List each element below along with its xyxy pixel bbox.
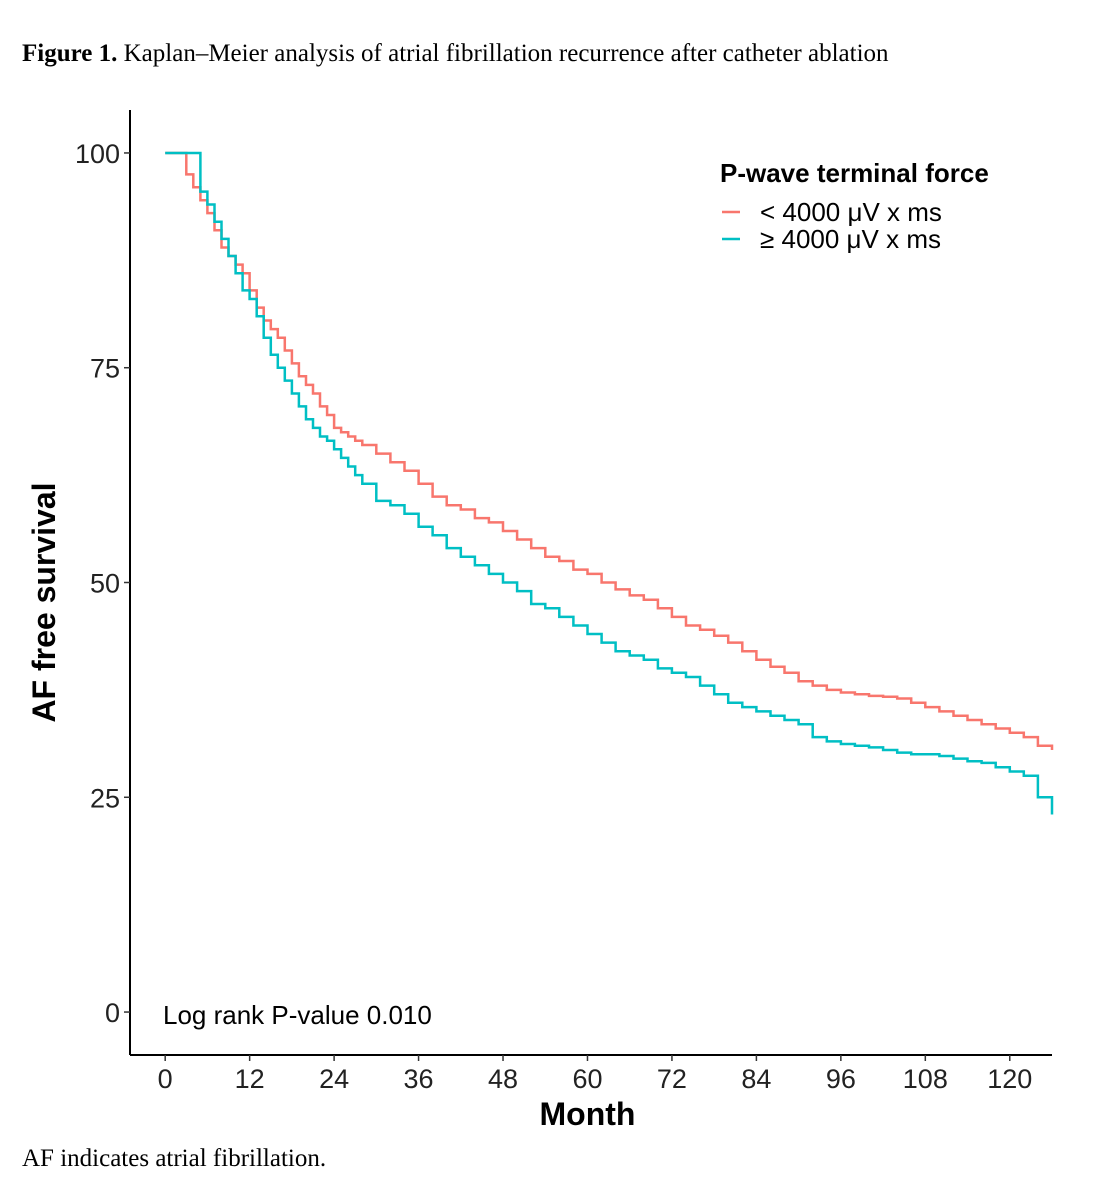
legend: < 4000 μV x ms≥ 4000 μV x ms [722, 197, 942, 254]
figure-caption: Figure 1. Kaplan–Meier analysis of atria… [22, 40, 889, 68]
x-tick-label: 72 [657, 1064, 687, 1094]
legend-title: P-wave terminal force [720, 158, 989, 188]
x-axis-title: Month [540, 1096, 636, 1132]
x-tick-label: 36 [404, 1064, 434, 1094]
y-tick-label: 0 [105, 998, 120, 1028]
y-tick-label: 100 [75, 139, 120, 169]
y-axis-title: AF free survival [26, 482, 62, 722]
y-tick-label: 50 [90, 569, 120, 599]
ticks-layer: 0 25 50 75 100 0 12 24 36 48 60 72 84 96 108 120 [75, 139, 1032, 1094]
x-tick-label: 96 [826, 1064, 856, 1094]
x-tick-label: 12 [235, 1064, 265, 1094]
legend-label-1: < 4000 μV x ms [760, 197, 942, 227]
series-line-2 [165, 151, 1054, 815]
series-line-1 [165, 151, 1054, 750]
footnote: AF indicates atrial fibrillation. [22, 1145, 327, 1172]
y-tick-label: 75 [90, 354, 120, 384]
log-rank-annotation: Log rank P-value 0.010 [163, 1000, 432, 1030]
x-tick-label: 120 [987, 1064, 1032, 1094]
x-tick-label: 0 [158, 1064, 173, 1094]
x-tick-label: 108 [903, 1064, 948, 1094]
figure-label: Figure 1. [22, 40, 118, 67]
figure-title: Kaplan–Meier analysis of atrial fibrilla… [123, 40, 889, 67]
series-layer [165, 151, 1054, 815]
x-tick-label: 24 [319, 1064, 349, 1094]
legend-label-2: ≥ 4000 μV x ms [760, 224, 941, 254]
x-tick-label: 48 [488, 1064, 518, 1094]
y-tick-label: 25 [90, 783, 120, 813]
x-tick-label: 60 [572, 1064, 602, 1094]
x-tick-label: 84 [741, 1064, 771, 1094]
